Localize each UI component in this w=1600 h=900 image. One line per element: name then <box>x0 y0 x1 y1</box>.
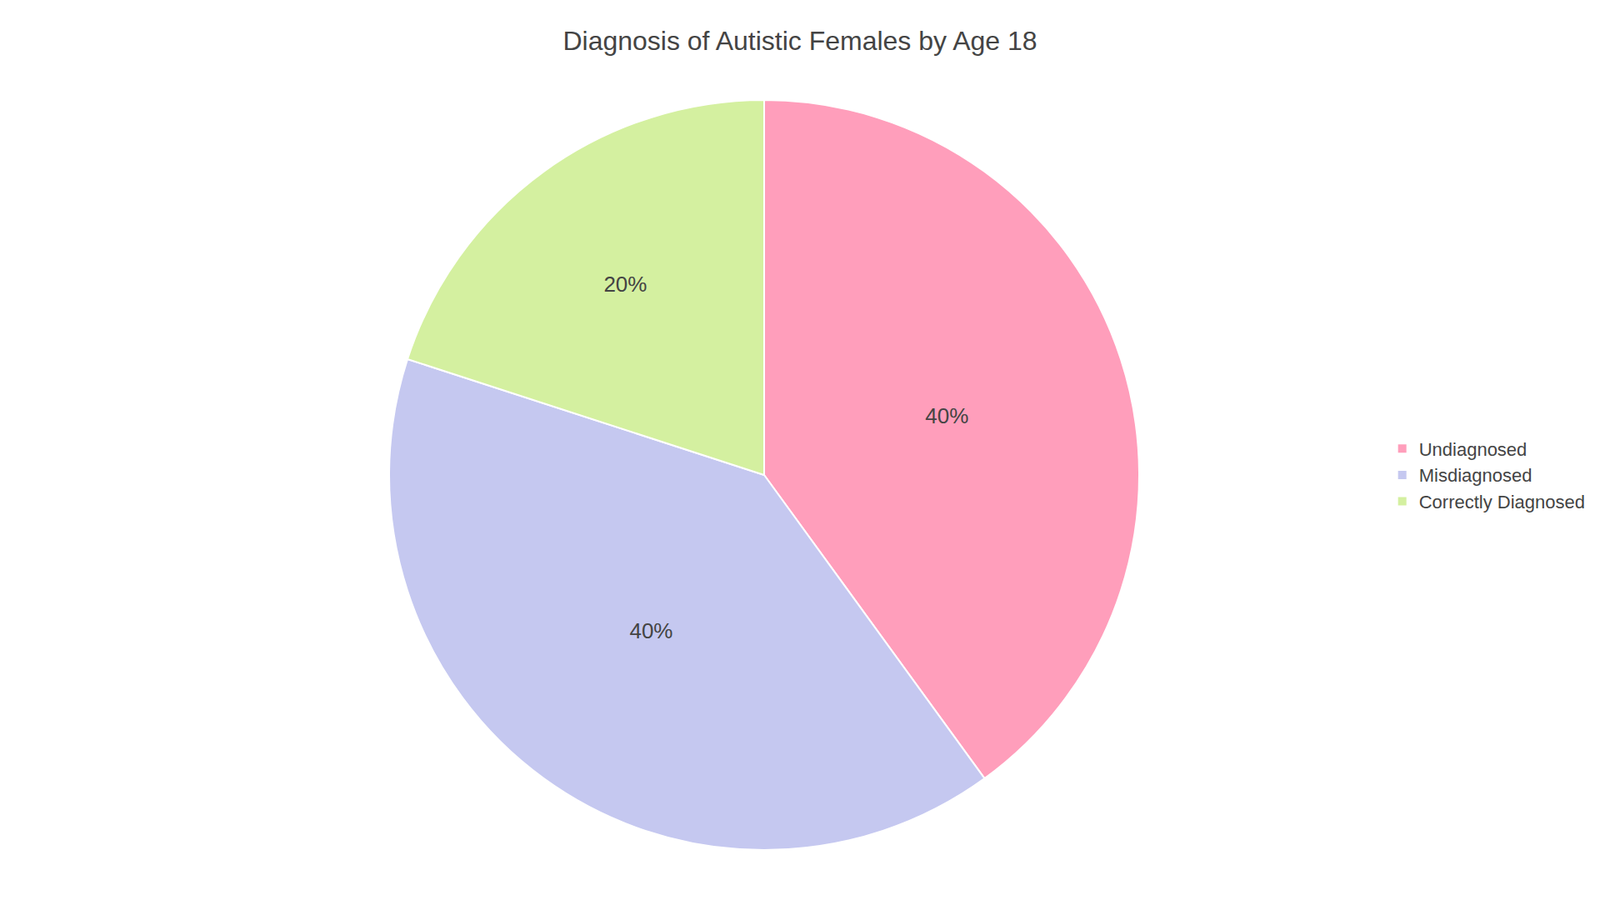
svg-text:Diagnosis of Autistic Females: Diagnosis of Autistic Females by Age 18 <box>562 25 1037 56</box>
svg-text:40%: 40% <box>925 403 969 429</box>
svg-text:Undiagnosed: Undiagnosed <box>1419 439 1528 460</box>
svg-text:Correctly Diagnosed: Correctly Diagnosed <box>1419 491 1585 513</box>
svg-text:40%: 40% <box>629 618 673 644</box>
svg-text:Misdiagnosed: Misdiagnosed <box>1419 465 1533 486</box>
svg-text:20%: 20% <box>603 271 647 297</box>
